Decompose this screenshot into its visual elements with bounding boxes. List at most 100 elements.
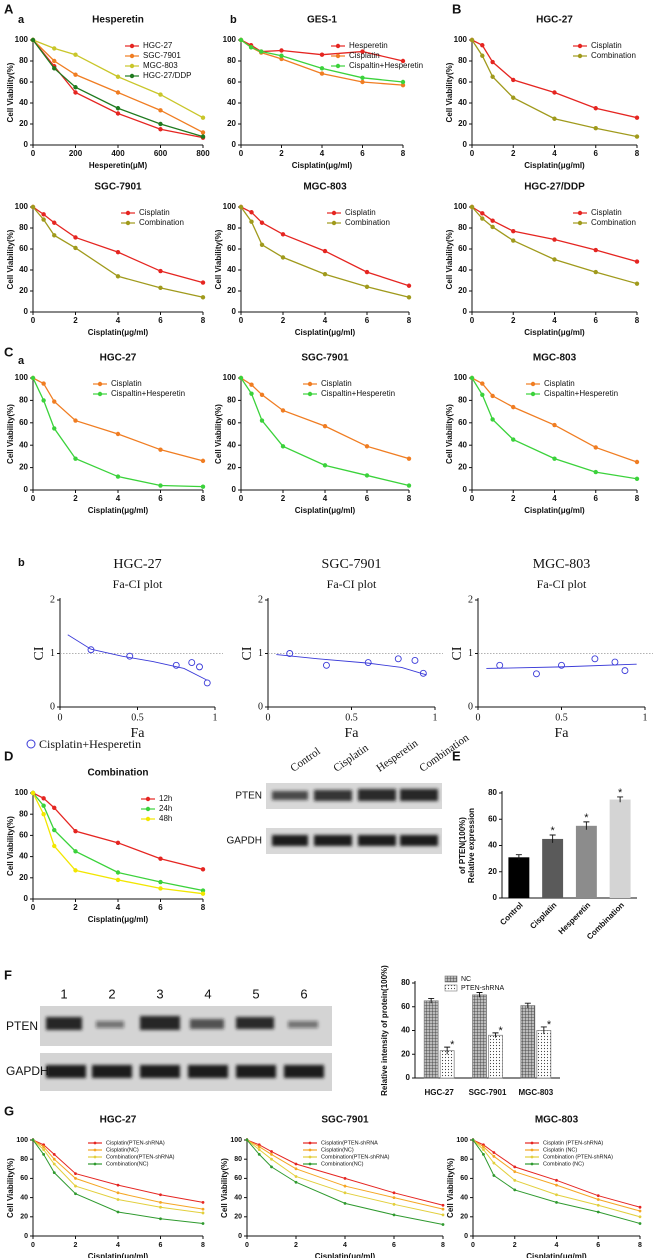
data-point [392, 1213, 396, 1217]
data-point [158, 92, 163, 97]
fit-line [276, 654, 427, 676]
data-point [115, 877, 121, 883]
data-point [245, 1138, 249, 1142]
y-tick-label: 100 [454, 35, 468, 44]
legend-swatch [444, 984, 458, 992]
error-bar [492, 1032, 499, 1038]
legend-label: Cispaltin+Hesperetin [111, 389, 185, 398]
y-tick-label: 1 [468, 648, 473, 659]
y-tick-label: 40 [460, 1194, 468, 1201]
x-tick-label: 8 [635, 316, 640, 325]
chart-title: SGC-7901 [301, 353, 349, 364]
data-point [511, 437, 516, 442]
data-point [364, 269, 370, 275]
data-point [188, 659, 196, 667]
data-point [400, 82, 406, 88]
data-point [634, 259, 640, 264]
data-point [319, 71, 325, 76]
x-tick-label: 6 [594, 494, 599, 503]
y-tick-label: 0 [24, 1233, 28, 1240]
data-point [482, 1148, 485, 1151]
data-point [392, 1202, 396, 1206]
data-point [200, 891, 206, 896]
x-tick-label: 800 [196, 149, 210, 158]
x-tick-label: HGC-27 [424, 1088, 454, 1097]
x-axis-label: Cisplatin(μg/ml) [88, 915, 149, 924]
x-tick-label: Control [498, 901, 524, 927]
chart-title: HGC-27 [100, 1115, 137, 1126]
data-point [73, 245, 78, 251]
panel-label: D [4, 748, 13, 763]
y-tick-label: 80 [20, 1156, 28, 1163]
x-tick-label: 0 [471, 1242, 475, 1249]
data-point [634, 459, 640, 465]
data-point [158, 879, 163, 885]
y-axis-label: Cell Viability(%) [220, 1158, 229, 1218]
data-point [116, 1183, 120, 1187]
y-tick-label: 0 [24, 894, 29, 903]
data-point [294, 1167, 298, 1171]
y-tick-label: 100 [16, 1137, 28, 1144]
legend-label: Hesperetin [349, 41, 388, 50]
data-point [203, 679, 211, 687]
y-axis-label: Cell Viability(%) [214, 404, 223, 464]
line-chart: 0 20 40 60 80 100 0 2 4 6 8 HGC-27 Cisplatin(μg/ml) C… [6, 353, 206, 515]
y-tick-label: 20 [19, 119, 28, 128]
x-axis-label: Fa [131, 726, 146, 741]
y-tick-label: 40 [458, 440, 467, 449]
x-tick-label: 8 [638, 1242, 642, 1249]
data-point [441, 1223, 445, 1226]
data-point [42, 1148, 46, 1151]
data-point [42, 1153, 46, 1156]
data-point [73, 52, 78, 57]
data-point [591, 655, 599, 663]
y-tick-label: 40 [19, 98, 28, 107]
data-point [469, 37, 475, 43]
x-tick-label: 1 [213, 712, 218, 723]
data-point [400, 58, 406, 64]
x-tick-label: 4 [116, 903, 121, 912]
y-tick-label: 20 [19, 286, 28, 295]
data-point [249, 391, 254, 396]
x-tick-label: 0 [239, 494, 244, 503]
y-tick-label: 20 [227, 286, 236, 295]
legend-marker [335, 43, 341, 49]
data-point [172, 661, 180, 669]
legend-label: SGC-7901 [143, 51, 181, 60]
data-point [52, 805, 57, 811]
y-axis-label: of PTEN(100%) [458, 817, 467, 874]
y-tick-label: 60 [227, 77, 236, 86]
x-tick-label: 0 [31, 316, 36, 325]
data-point [31, 1138, 35, 1142]
data-point [490, 74, 495, 79]
error-bar [617, 796, 624, 803]
data-point [52, 1157, 56, 1161]
row-label: GAPDH [6, 1064, 49, 1078]
legend-label: Combination (PTEN-shRNA) [543, 1154, 613, 1160]
legend-label: 12h [159, 794, 172, 803]
fit-line [67, 634, 208, 681]
x-tick-label: 0 [239, 316, 244, 325]
data-point [259, 242, 265, 247]
lane-label: 1 [60, 986, 67, 1001]
data-point [41, 217, 46, 222]
blot-e [266, 783, 442, 854]
x-tick-label: 1 [433, 712, 438, 723]
x-tick-label: 0 [31, 1242, 35, 1249]
y-tick-label: 20 [458, 119, 467, 128]
data-point [406, 483, 412, 488]
data-point [482, 1145, 485, 1149]
y-tick-label: 60 [458, 244, 467, 253]
data-point [279, 56, 284, 62]
data-point [392, 1191, 396, 1195]
data-point [200, 295, 206, 300]
data-point [159, 1217, 162, 1221]
data-point [490, 218, 495, 223]
y-tick-label: 20 [227, 119, 236, 128]
data-point [257, 1145, 261, 1149]
y-tick-label: 80 [460, 1156, 468, 1163]
series-line [32, 792, 204, 870]
data-point [634, 476, 640, 481]
chart-title: SGC-7901 [94, 182, 142, 193]
x-tick-label: 2 [281, 316, 286, 325]
